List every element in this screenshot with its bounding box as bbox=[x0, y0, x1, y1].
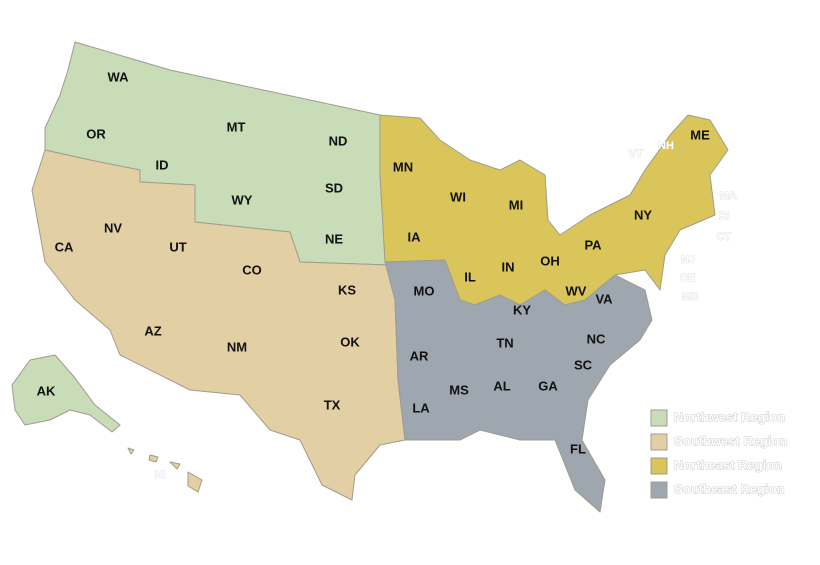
state-label: SD bbox=[325, 180, 343, 195]
state-label: OK bbox=[340, 334, 360, 349]
state-label: OR bbox=[86, 126, 106, 141]
state-label: MA bbox=[719, 190, 736, 202]
state-label: ME bbox=[690, 127, 710, 142]
state-label: WY bbox=[232, 192, 253, 207]
state-label: MT bbox=[227, 119, 246, 134]
state-label: NV bbox=[104, 220, 122, 235]
state-label: DE bbox=[680, 272, 695, 284]
state-label: MN bbox=[393, 159, 413, 174]
state-label: VT bbox=[629, 148, 643, 160]
state-label: CO bbox=[242, 262, 262, 277]
state-label: NH bbox=[658, 140, 674, 152]
legend-swatch bbox=[650, 481, 668, 499]
state-label: PA bbox=[584, 237, 602, 252]
state-label: IL bbox=[464, 269, 476, 284]
state-label: TN bbox=[496, 335, 513, 350]
legend-swatch bbox=[650, 409, 668, 427]
state-label: MI bbox=[509, 197, 523, 212]
hawaii-area bbox=[127, 447, 203, 493]
state-label: NE bbox=[325, 231, 343, 246]
legend-label: Southwest Region bbox=[674, 433, 787, 448]
state-label: SC bbox=[574, 357, 593, 372]
state-label: AZ bbox=[144, 323, 161, 338]
state-label: CA bbox=[55, 239, 74, 254]
state-label: VA bbox=[595, 291, 613, 306]
state-label: GA bbox=[538, 378, 558, 393]
state-label: KS bbox=[338, 282, 356, 297]
legend-label: Southeast Region bbox=[674, 481, 785, 496]
state-label: IN bbox=[502, 259, 515, 274]
region-shapes bbox=[11, 41, 729, 513]
southeast-region-area bbox=[384, 259, 653, 513]
state-label: WV bbox=[566, 283, 587, 298]
state-label: WA bbox=[108, 69, 130, 84]
state-label: NJ bbox=[681, 254, 695, 266]
state-label: HI bbox=[155, 469, 166, 481]
state-label: RI bbox=[719, 210, 730, 222]
state-label: KY bbox=[513, 302, 531, 317]
state-label: NY bbox=[634, 207, 652, 222]
state-label: NM bbox=[227, 339, 247, 354]
state-label: AR bbox=[410, 348, 429, 363]
state-label: TX bbox=[324, 397, 341, 412]
legend-label: Northeast Region bbox=[674, 457, 782, 472]
state-label: UT bbox=[169, 239, 186, 254]
state-label: LA bbox=[412, 400, 430, 415]
state-labels: WA OR MT ID WY ND SD NE AK CA NV UT CO AZ NM KS OK TX HI MN… bbox=[37, 69, 737, 481]
southwest-region-area bbox=[31, 149, 406, 501]
state-label: AL bbox=[493, 378, 510, 393]
state-label: CT bbox=[717, 231, 732, 243]
state-label: NC bbox=[587, 331, 606, 346]
state-label: MD bbox=[681, 291, 698, 303]
state-label: MS bbox=[449, 382, 469, 397]
legend-label: Northwest Region bbox=[674, 409, 785, 424]
state-label: AK bbox=[37, 383, 56, 398]
legend-swatch bbox=[650, 433, 668, 451]
state-label: MO bbox=[414, 283, 435, 298]
state-label: ID bbox=[156, 157, 169, 172]
state-label: IA bbox=[408, 229, 422, 244]
legend: Northwest Region Southwest Region Northeas… bbox=[650, 409, 788, 499]
state-label: FL bbox=[570, 441, 586, 456]
state-label: ND bbox=[329, 133, 348, 148]
state-label: WI bbox=[450, 189, 466, 204]
legend-swatch bbox=[650, 457, 668, 475]
state-label: OH bbox=[540, 253, 560, 268]
alaska-area bbox=[11, 354, 121, 433]
